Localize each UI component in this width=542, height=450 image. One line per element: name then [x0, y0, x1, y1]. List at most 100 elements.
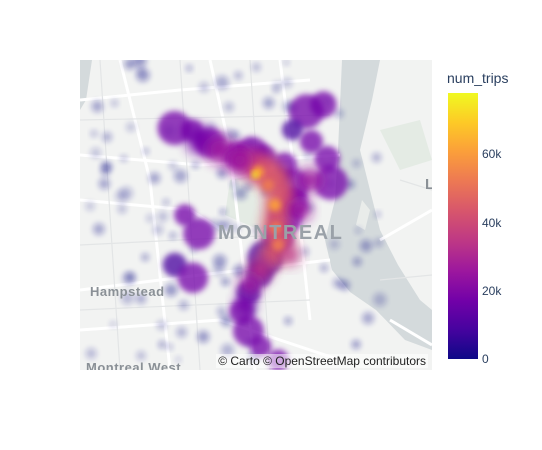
- density-blob: [244, 182, 252, 190]
- density-blob: [289, 94, 324, 129]
- density-blob: [198, 82, 210, 93]
- density-blob: [220, 343, 235, 357]
- density-blob: [162, 198, 170, 206]
- park: [380, 120, 432, 170]
- density-blob: [166, 343, 174, 350]
- density-blob: [175, 356, 182, 363]
- density-blob: [374, 211, 381, 218]
- density-blob: [354, 227, 362, 234]
- density-blob: [280, 245, 300, 265]
- density-blob: [157, 110, 192, 146]
- density-blob: [85, 201, 95, 211]
- density-blob: [298, 168, 322, 192]
- density-blob: [98, 177, 111, 190]
- colorbar-tick-label: 60k: [482, 147, 502, 162]
- density-blob: [234, 71, 243, 80]
- density-blob: [284, 316, 293, 325]
- density-blob: [272, 239, 284, 251]
- density-blob: [249, 335, 272, 358]
- density-blob: [262, 179, 274, 191]
- density-blob: [126, 122, 136, 132]
- density-blob: [91, 100, 104, 113]
- density-blob: [124, 271, 136, 283]
- density-blob: [124, 60, 137, 70]
- density-blob: [253, 226, 261, 234]
- colorbar-tick-label: 20k: [482, 283, 502, 298]
- density-blob: [289, 199, 311, 221]
- density-blob: [283, 60, 290, 66]
- density-blob: [90, 130, 98, 138]
- density-blob: [102, 132, 113, 143]
- density-blob: [371, 152, 382, 163]
- density-blob: [239, 274, 261, 296]
- density-blob: [281, 119, 304, 141]
- density-blob: [120, 291, 135, 305]
- density-blob: [92, 223, 105, 235]
- density-blob: [230, 150, 250, 170]
- place-label-partial: L: [425, 176, 432, 193]
- density-blob: [329, 239, 340, 250]
- density-blob: [110, 99, 119, 107]
- density-heatmap: [85, 60, 387, 370]
- density-blob: [152, 224, 164, 236]
- island: [356, 200, 370, 230]
- map-view[interactable]: MONTREAL Hampstead Montreal West L © Car…: [80, 60, 432, 370]
- density-blob: [320, 264, 328, 272]
- density-blob: [183, 217, 215, 250]
- density-blob: [252, 62, 261, 72]
- density-blob: [235, 295, 255, 315]
- place-label-hampstead: Hampstead: [90, 284, 165, 299]
- density-blob: [157, 211, 169, 222]
- density-blob: [148, 172, 161, 184]
- density-blob: [219, 208, 227, 216]
- density-blob: [220, 314, 230, 324]
- density-blob: [90, 147, 102, 159]
- place-label-montreal-west: Montreal West: [86, 360, 182, 370]
- place-label-montreal: MONTREAL: [218, 222, 344, 244]
- density-blob: [282, 77, 293, 88]
- density-blob: [234, 186, 248, 200]
- map-attribution[interactable]: © Carto © OpenStreetMap contributors: [216, 354, 428, 368]
- density-blob: [178, 300, 189, 310]
- density-blob: [269, 199, 281, 211]
- density-blob: [221, 277, 230, 287]
- density-blob: [109, 320, 117, 328]
- density-blob: [142, 148, 150, 155]
- density-blob: [270, 222, 282, 234]
- density-blob: [215, 75, 229, 90]
- density-blob: [117, 204, 127, 214]
- density-blob: [145, 214, 155, 223]
- density-blob: [362, 312, 375, 325]
- density-blob: [233, 224, 241, 232]
- density-blob: [233, 264, 246, 277]
- density-blob: [85, 348, 97, 360]
- density-blob: [219, 221, 226, 228]
- density-blob: [137, 67, 144, 75]
- density-blob: [334, 109, 344, 118]
- density-blob: [177, 262, 209, 294]
- density-blob: [136, 350, 146, 361]
- density-blob: [304, 152, 311, 160]
- density-blob: [176, 326, 188, 338]
- density-blob: [299, 129, 323, 154]
- density-blob: [168, 161, 178, 171]
- density-blob: [212, 264, 225, 277]
- basemap: [80, 60, 432, 370]
- density-blob: [230, 181, 237, 188]
- density-blob: [272, 86, 280, 94]
- density-blob: [252, 172, 258, 178]
- density-blob: [100, 161, 110, 170]
- colorbar: [448, 93, 478, 359]
- density-blob: [158, 340, 167, 349]
- density-blob: [169, 232, 177, 240]
- density-blob: [141, 253, 150, 262]
- density-blob: [216, 306, 227, 317]
- density-blob: [359, 239, 373, 252]
- colorbar-tick-label: 0: [482, 352, 489, 366]
- density-blob: [174, 204, 196, 226]
- left-river-strip: [80, 60, 92, 110]
- density-blob: [164, 283, 178, 297]
- density-blob: [156, 320, 167, 331]
- density-blob: [133, 60, 147, 68]
